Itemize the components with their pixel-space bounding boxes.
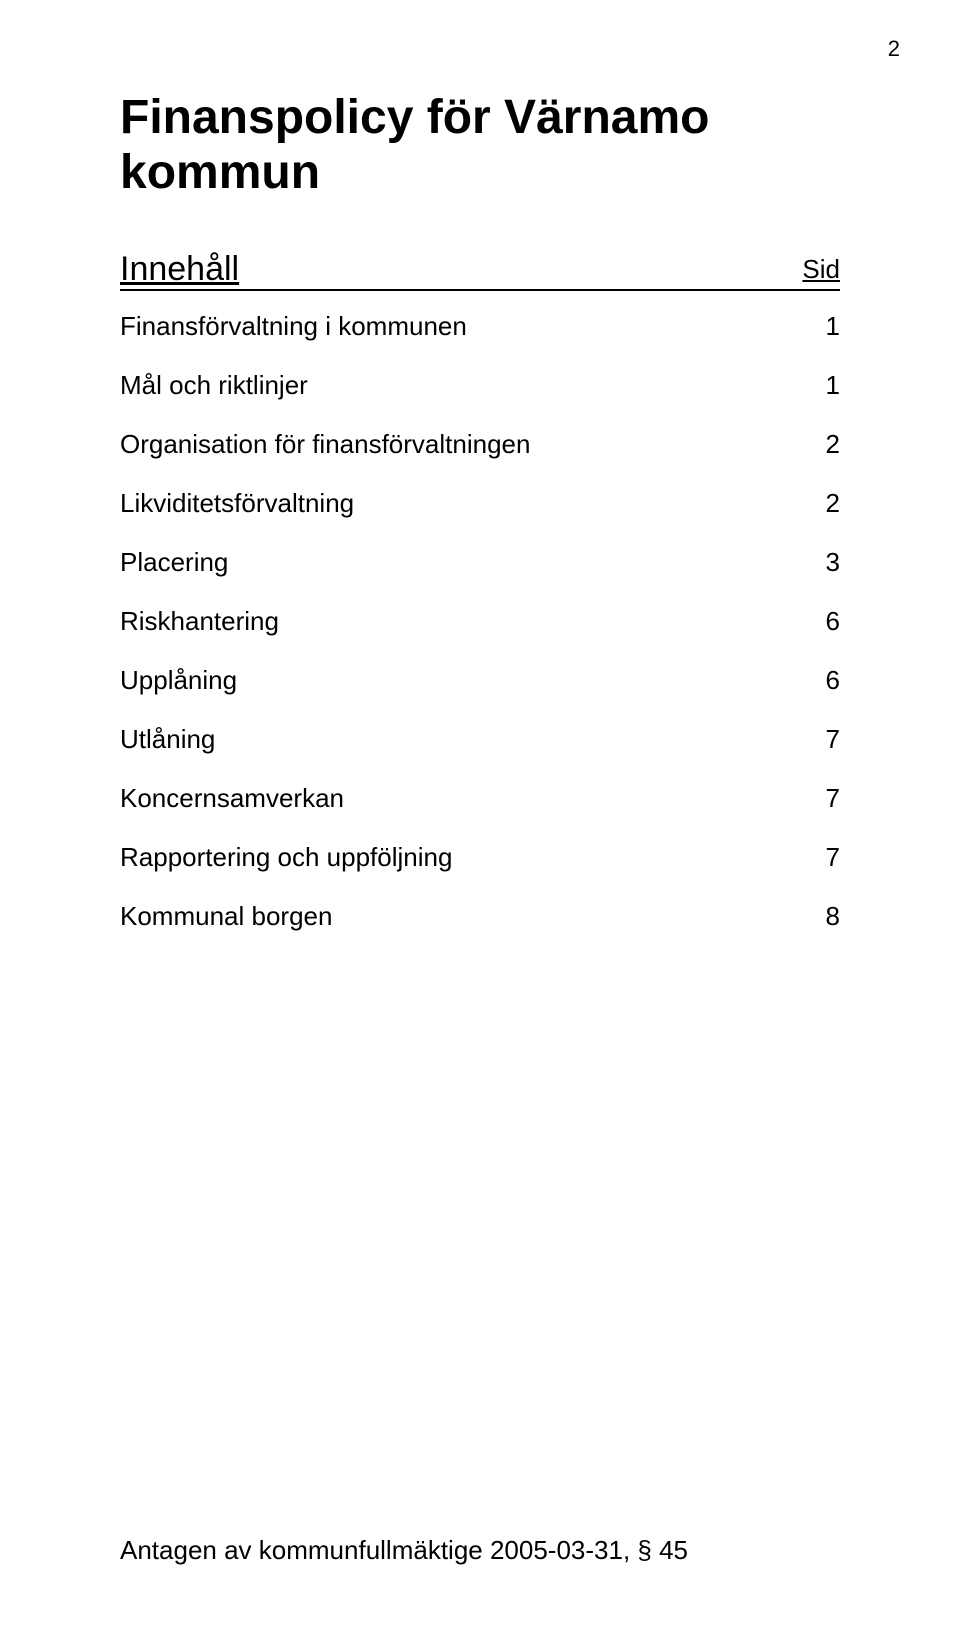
page-number: 2 [888, 36, 900, 62]
title-line-2: kommun [120, 146, 320, 199]
toc-item-page: 7 [826, 783, 840, 814]
toc-item-page: 1 [826, 370, 840, 401]
toc-item-page: 8 [826, 901, 840, 932]
toc-item-page: 2 [826, 488, 840, 519]
toc-header-page-label: Sid [802, 254, 840, 289]
toc-row: Rapportering och uppföljning 7 [120, 842, 840, 873]
toc-item-page: 2 [826, 429, 840, 460]
toc-header: Innehåll Sid [120, 250, 840, 291]
toc-item-label: Koncernsamverkan [120, 783, 344, 814]
document-title: Finanspolicy för Värnamo kommun [120, 90, 840, 200]
toc-item-label: Likviditetsförvaltning [120, 488, 354, 519]
toc-item-label: Riskhantering [120, 606, 279, 637]
title-line-1: Finanspolicy för Värnamo [120, 91, 709, 144]
toc-item-page: 6 [826, 665, 840, 696]
toc-item-label: Placering [120, 547, 228, 578]
toc-item-page: 6 [826, 606, 840, 637]
toc-item-label: Upplåning [120, 665, 237, 696]
toc-row: Mål och riktlinjer 1 [120, 370, 840, 401]
toc-item-page: 7 [826, 724, 840, 755]
table-of-contents: Finansförvaltning i kommunen 1 Mål och r… [120, 311, 840, 932]
toc-row: Finansförvaltning i kommunen 1 [120, 311, 840, 342]
toc-row: Likviditetsförvaltning 2 [120, 488, 840, 519]
document-page: 2 Finanspolicy för Värnamo kommun Innehå… [0, 0, 960, 1646]
toc-row: Riskhantering 6 [120, 606, 840, 637]
toc-item-page: 7 [826, 842, 840, 873]
toc-item-page: 1 [826, 311, 840, 342]
toc-item-label: Rapportering och uppföljning [120, 842, 452, 873]
toc-item-label: Kommunal borgen [120, 901, 332, 932]
toc-row: Kommunal borgen 8 [120, 901, 840, 932]
toc-row: Upplåning 6 [120, 665, 840, 696]
toc-item-label: Mål och riktlinjer [120, 370, 308, 401]
toc-row: Koncernsamverkan 7 [120, 783, 840, 814]
toc-header-label: Innehåll [120, 250, 239, 289]
footer-note: Antagen av kommunfullmäktige 2005-03-31,… [120, 1535, 688, 1566]
toc-row: Organisation för finansförvaltningen 2 [120, 429, 840, 460]
toc-item-label: Utlåning [120, 724, 215, 755]
toc-item-label: Organisation för finansförvaltningen [120, 429, 530, 460]
toc-item-page: 3 [826, 547, 840, 578]
toc-row: Utlåning 7 [120, 724, 840, 755]
toc-row: Placering 3 [120, 547, 840, 578]
toc-item-label: Finansförvaltning i kommunen [120, 311, 467, 342]
